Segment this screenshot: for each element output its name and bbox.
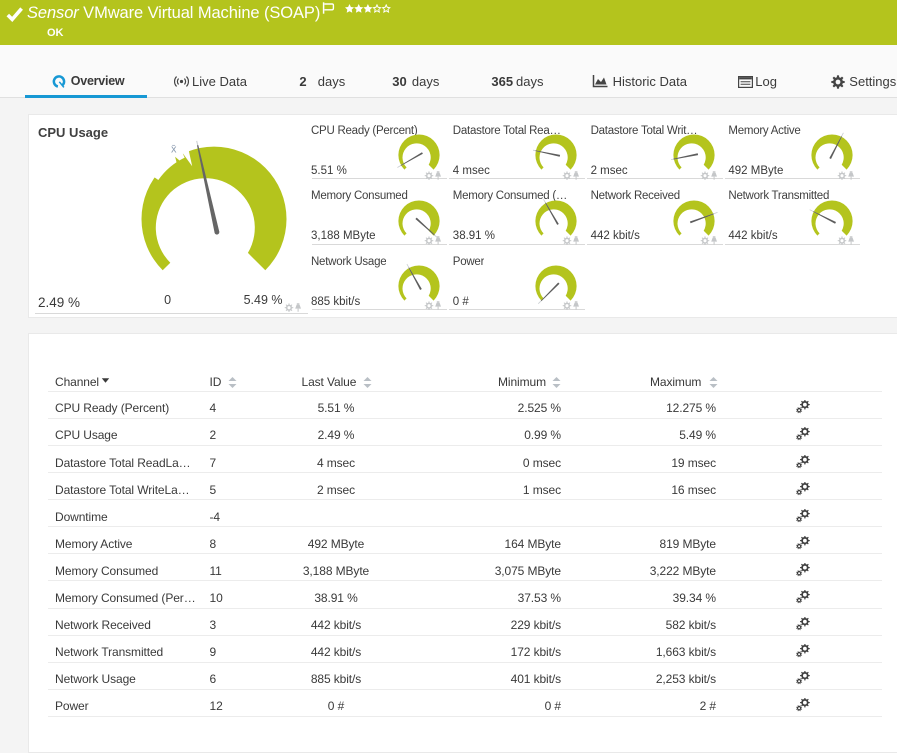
- svg-text:x̄: x̄: [171, 144, 177, 156]
